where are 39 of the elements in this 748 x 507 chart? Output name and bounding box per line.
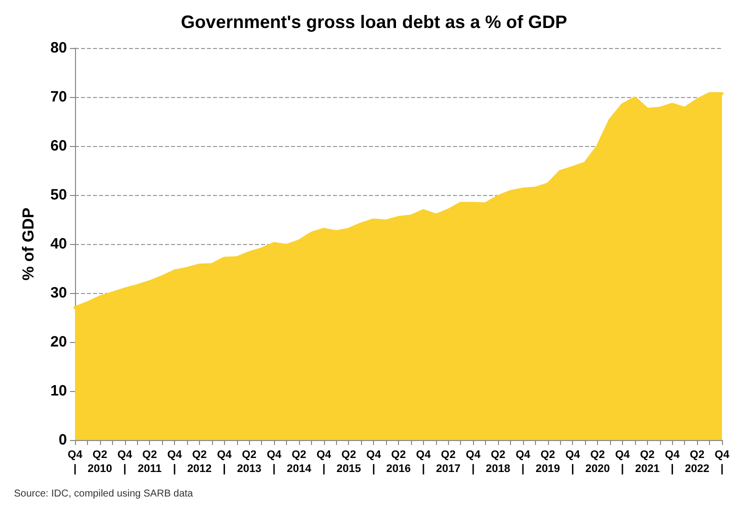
x-tick-label: Q4 | — [167, 449, 183, 475]
x-tick-label: Q4 | — [466, 449, 482, 475]
x-tick-label: Q2 2014 — [286, 449, 312, 475]
y-tick-label: 50 — [50, 186, 67, 204]
chart-title: Government's gross loan debt as a % of GDP — [180, 12, 568, 32]
x-tick-label: Q2 2020 — [585, 449, 610, 475]
x-tick-label: Q2 2016 — [386, 449, 411, 475]
x-tick-label: Q4 | — [216, 449, 233, 475]
x-tick-label: Q2 2013 — [236, 449, 262, 475]
y-tick-label: 60 — [50, 138, 67, 154]
y-tick-label: 0 — [58, 432, 67, 448]
x-tick-label: Q2 2017 — [436, 449, 461, 475]
x-tick-label: Q2 2015 — [336, 449, 361, 475]
x-tick-label: Q4 | — [565, 449, 581, 475]
y-tick-label: 80 — [50, 40, 67, 56]
x-tick-label: Q4 | — [664, 449, 680, 475]
y-tick-label: 10 — [50, 382, 67, 400]
y-tick-label: 70 — [50, 88, 67, 106]
x-tick-label: Q4 | — [714, 449, 730, 475]
source-note: Source: IDC, compiled using SARB data — [14, 488, 194, 500]
x-tick-label: Q2 2019 — [536, 449, 560, 475]
x-tick-label: Q4 | — [416, 449, 432, 475]
x-tick-label: Q2 2018 — [486, 449, 510, 475]
x-tick-label: Q4 | — [117, 449, 133, 475]
y-tick-label: 30 — [50, 284, 67, 302]
x-tick-label: Q4 | — [366, 449, 382, 475]
x-tick-label: Q4 | — [316, 449, 332, 475]
x-tick-label: Q2 2021 — [635, 449, 660, 475]
y-axis-title: % of GDP — [20, 207, 38, 280]
y-tick-label: 20 — [50, 334, 67, 350]
x-tick-label: Q2 2012 — [187, 449, 212, 475]
x-tick-label: Q4 | — [516, 449, 532, 475]
x-tick-label: Q2 2022 — [684, 449, 710, 475]
x-tick-label: Q4 | — [266, 449, 282, 475]
x-tick-label: Q2 2011 — [138, 449, 162, 475]
x-tick-label: Q4 | — [68, 449, 84, 475]
x-tick-label: Q2 2010 — [88, 449, 112, 475]
y-tick-label: 40 — [50, 236, 67, 252]
x-tick-label: Q4 | — [615, 449, 631, 475]
